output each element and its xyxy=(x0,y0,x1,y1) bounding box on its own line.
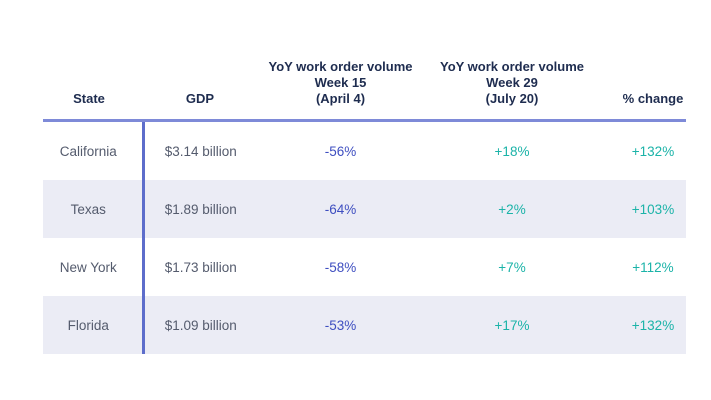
column-header-gdp: GDP xyxy=(143,42,257,122)
week29-cell: +2% xyxy=(498,201,526,217)
gdp-cell: $1.09 billion xyxy=(164,317,237,333)
table-row-florida: Florida $1.09 billion -53% +17% +132% xyxy=(43,296,686,354)
state-cell: Florida xyxy=(43,296,145,354)
header-row: State GDP YoY work order volume Week 15 … xyxy=(43,42,686,122)
week15-cell: -56% xyxy=(324,143,357,159)
table-body: California $3.14 billion -56% +18% +132%… xyxy=(43,120,686,354)
table-header: State GDP YoY work order volume Week 15 … xyxy=(43,42,686,122)
gdp-cell: $1.73 billion xyxy=(164,259,237,275)
week15-cell: -58% xyxy=(324,259,357,275)
percent-change-cell: +112% xyxy=(632,259,674,275)
gdp-cell: $3.14 billion xyxy=(164,143,237,159)
column-header-percent-change: % change xyxy=(600,42,686,122)
table-row-new-york: New York $1.73 billion -58% +7% +112% xyxy=(43,238,686,296)
percent-change-cell: +132% xyxy=(631,317,675,333)
column-header-week29: YoY work order volume Week 29 (July 20) xyxy=(424,42,600,122)
data-table: State GDP YoY work order volume Week 15 … xyxy=(43,42,686,354)
state-cell: Texas xyxy=(43,180,145,238)
percent-change-cell: +132% xyxy=(631,143,675,159)
percent-change-cell: +103% xyxy=(631,201,675,217)
gdp-cell: $1.89 billion xyxy=(164,201,237,217)
week29-cell: +17% xyxy=(494,317,530,333)
column-header-state: State xyxy=(43,42,143,122)
week15-cell: -64% xyxy=(324,201,357,217)
state-cell: California xyxy=(43,120,145,180)
state-cell: New York xyxy=(43,238,145,296)
table-row-texas: Texas $1.89 billion -64% +2% +103% xyxy=(43,180,686,238)
table-row-california: California $3.14 billion -56% +18% +132% xyxy=(43,120,686,180)
state-gdp-work-order-table: State GDP YoY work order volume Week 15 … xyxy=(43,42,686,354)
week29-cell: +7% xyxy=(498,259,526,275)
week15-cell: -53% xyxy=(324,317,357,333)
column-header-week15: YoY work order volume Week 15 (April 4) xyxy=(257,42,424,122)
week29-cell: +18% xyxy=(494,143,530,159)
